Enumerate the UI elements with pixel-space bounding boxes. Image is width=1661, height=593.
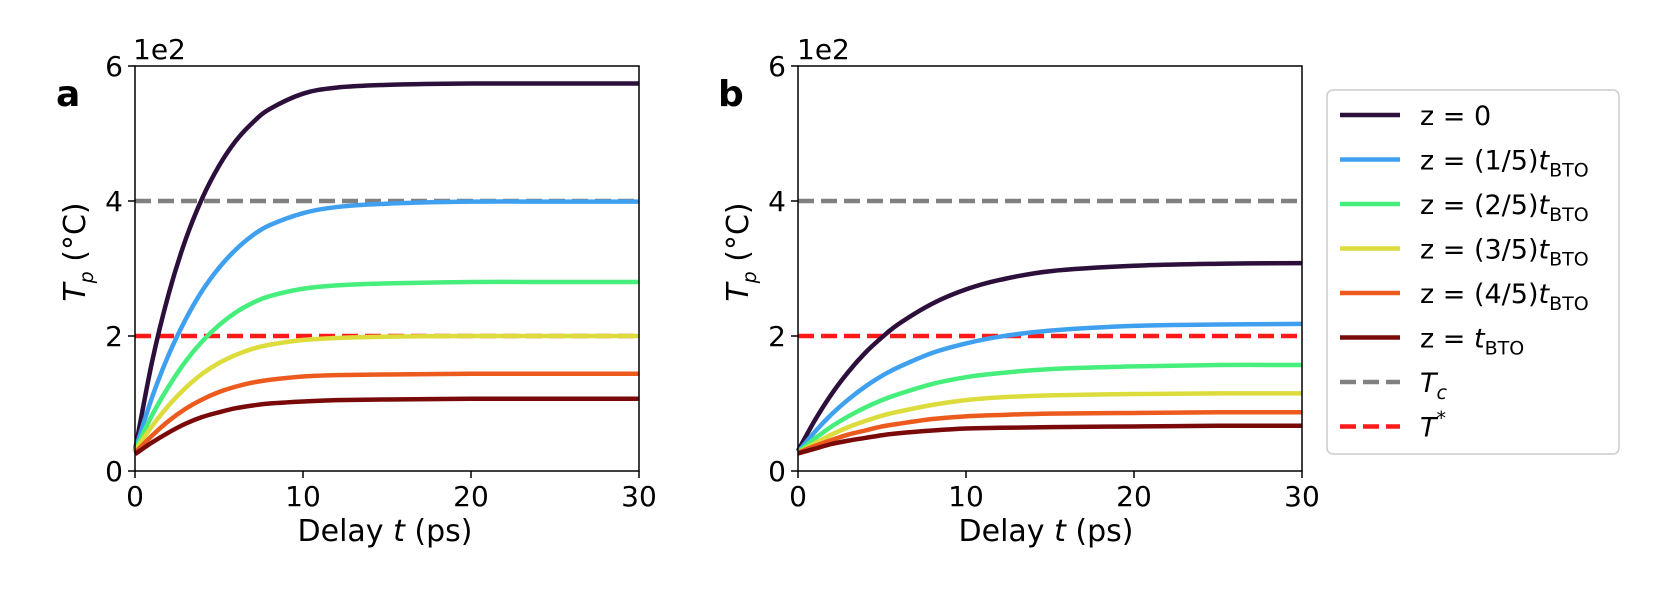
panel-b-x-tick-label: 30 [1284, 480, 1320, 513]
panel-b-y-axis-label: Tp (°C) [721, 202, 761, 301]
panel-a-x-tick-label: 30 [621, 480, 657, 513]
legend-label-1: z = (1/5)tBTO [1420, 146, 1589, 182]
panel-a-series-line-4 [133, 371, 639, 455]
panel-a-letter: a [56, 74, 80, 115]
legend-entry-0: z = 0 [1340, 101, 1491, 132]
panel-a-series-line-3 [133, 333, 639, 453]
legend-entry-6: Tc [1340, 368, 1448, 404]
legend-entry-3: z = (3/5)tBTO [1340, 235, 1589, 271]
panel-b-series-line-0 [796, 260, 1303, 452]
panel-b-reference-lines [798, 198, 1302, 339]
panel-a-ticks: 0 10 20 30 0 2 4 6 [105, 50, 657, 513]
panel-b-y-tick-label: 6 [768, 50, 786, 83]
panel-a-series-line-2 [132, 279, 639, 452]
panel-b-x-tick-label: 20 [1116, 480, 1152, 513]
panel-a-x-tick-label: 0 [126, 480, 144, 513]
panel-b-series-line-5 [797, 423, 1303, 456]
legend-label-2: z = (2/5)tBTO [1420, 190, 1589, 226]
legend: z = 0 z = (1/5)tBTO z = (2/5)tBTO z = (3/5)… [1326, 89, 1620, 455]
panel-b-x-tick-label: 0 [789, 480, 807, 513]
panel-a-x-axis-label: Delay t (ps) [298, 514, 473, 549]
legend-label-3: z = (3/5)tBTO [1420, 235, 1589, 271]
panel-b-y-tick-label: 4 [768, 185, 786, 218]
legend-entry-5: z = tBTO [1340, 324, 1524, 360]
panel-b-x-tick-label: 10 [948, 480, 984, 513]
panel-a-y-offset-label: 1e2 [133, 33, 186, 66]
legend-entry-2: z = (2/5)tBTO [1340, 190, 1589, 226]
panel-b-axes-frame [797, 65, 1303, 472]
legend-label-0: z = 0 [1420, 101, 1491, 132]
legend-entry-1: z = (1/5)tBTO [1340, 146, 1589, 182]
panel-b-series [796, 260, 1303, 456]
legend-label-4: z = (4/5)tBTO [1420, 279, 1589, 315]
panel-b-series-line-2 [796, 362, 1303, 454]
panel-a-y-axis-label: Tp (°C) [58, 202, 98, 301]
panel-a-axes-frame [134, 65, 640, 472]
panel-a-y-tick-label: 6 [105, 50, 123, 83]
panel-b-series-line-4 [797, 409, 1303, 455]
panel-b-x-axis-label: Delay t (ps) [959, 514, 1134, 549]
panel-b-ticks: 0 10 20 30 0 2 4 6 [768, 50, 1320, 513]
panel-a-series-line-0 [132, 81, 639, 452]
panel-a-y-tick-label: 2 [105, 320, 123, 353]
panel-a-series [132, 81, 639, 456]
panel-b-y-tick-label: 0 [768, 455, 786, 488]
panel-b: b 1e2 0 10 20 30 0 2 4 6 Delay t (ps) Tp (°C) [718, 33, 1320, 549]
panel-a-y-tick-label: 0 [105, 455, 123, 488]
legend-box [1326, 89, 1620, 455]
panel-b-y-tick-label: 2 [768, 320, 786, 353]
panel-a-series-line-5 [133, 396, 639, 456]
panel-a-y-tick-label: 4 [105, 185, 123, 218]
panel-b-series-line-1 [796, 321, 1303, 454]
panel-a-reference-lines [135, 198, 639, 339]
legend-label-5: z = tBTO [1420, 324, 1524, 360]
panel-a-series-line-1 [132, 199, 639, 452]
panel-a-x-tick-label: 10 [285, 480, 321, 513]
panel-b-series-line-3 [796, 391, 1303, 455]
panel-b-letter: b [718, 74, 744, 115]
panel-a: a 1e2 0 10 20 30 0 2 4 6 Delay t (ps) Tp (°C) [56, 33, 657, 549]
panel-b-y-offset-label: 1e2 [797, 33, 850, 66]
legend-entry-7: T* [1340, 408, 1446, 444]
legend-label-6: Tc [1420, 368, 1448, 404]
panel-a-x-tick-label: 20 [453, 480, 489, 513]
legend-entry-4: z = (4/5)tBTO [1340, 279, 1589, 315]
legend-label-7: T* [1420, 408, 1446, 444]
